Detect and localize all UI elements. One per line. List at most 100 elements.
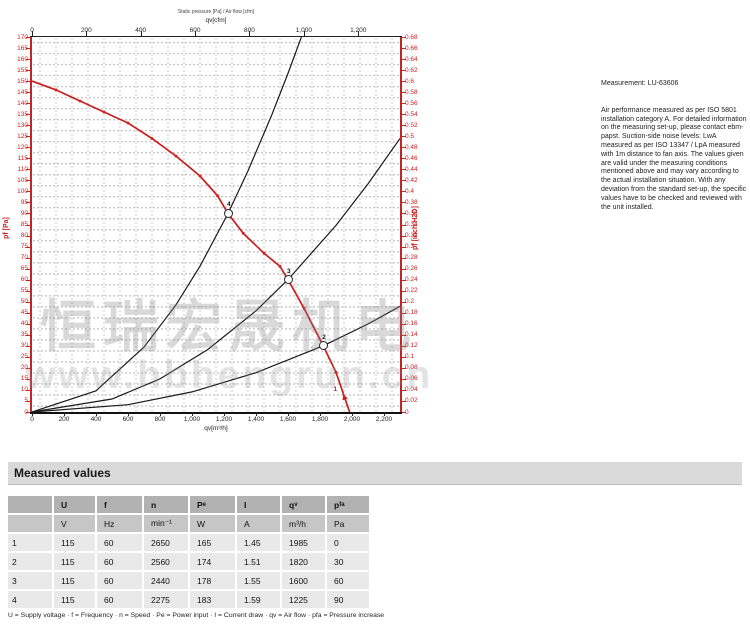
bottom-axis-line [30, 412, 402, 414]
table-value-cell: 115 [54, 553, 95, 570]
y-left-tick [26, 279, 30, 281]
y-right-tick-label: 0.18 [405, 309, 418, 317]
y-left-tick-label: 10 [20, 386, 28, 394]
y-left-tick-label: 95 [20, 198, 28, 206]
y-left-tick [26, 213, 30, 215]
y-left-tick [26, 389, 30, 391]
table-unit-cell: V [54, 515, 95, 532]
y-left-tick-label: 135 [17, 110, 28, 118]
fan-curve-point [241, 232, 245, 235]
y-left-tick [26, 191, 30, 193]
y-right-tick [402, 356, 406, 358]
table-footnote: U = Supply voltage · f = Frequency · n =… [8, 612, 385, 619]
y-left-tick-label: 30 [20, 342, 28, 350]
operating-point-marker [283, 275, 293, 285]
table-value-cell: 0 [327, 534, 369, 551]
table-value-cell: 1.59 [237, 591, 280, 608]
y-left-tick [26, 136, 30, 138]
x-bottom-tick-label: 0 [30, 416, 34, 423]
y-left-tick-label: 40 [20, 320, 28, 328]
table-value-cell: 115 [54, 591, 95, 608]
x-top-tick-label: 1,200 [350, 27, 366, 34]
x-top-tick [86, 31, 88, 36]
fan-curve-point [54, 88, 58, 92]
y-right-tick [402, 334, 406, 336]
x-top-tick-label: 800 [244, 27, 255, 34]
y-left-tick [26, 180, 30, 182]
table-value-cell: 1.55 [237, 572, 280, 589]
table-header-cell: n [144, 496, 188, 513]
y-right-tick [402, 92, 406, 94]
y-right-tick [402, 400, 406, 402]
y-right-tick [402, 246, 406, 248]
y-left-tick-label: 115 [17, 154, 28, 162]
y-right-tick [402, 279, 406, 281]
y-left-tick [26, 290, 30, 292]
measurement-id: Measurement: LU-63606 [601, 80, 679, 87]
y-left-tick [26, 92, 30, 94]
y-left-tick [26, 202, 30, 204]
y-left-tick [26, 114, 30, 116]
x-bottom-tick-label: 1,400 [247, 416, 265, 423]
y-left-tick [26, 356, 30, 358]
y-left-tick [26, 37, 30, 38]
y-right-tick [402, 301, 406, 303]
x-bottom-tick-label: 400 [90, 416, 102, 423]
y-right-tick-label: 0.68 [405, 33, 418, 41]
table-header-cell: I [237, 496, 280, 513]
y-right-tick [402, 59, 406, 61]
y-right-tick [402, 290, 406, 292]
y-right-tick [402, 345, 406, 347]
table-value-cell: 115 [54, 534, 95, 551]
y-right-tick [402, 378, 406, 380]
y-left-tick-label: 100 [17, 187, 28, 195]
x-bottom-tick [64, 412, 65, 416]
y-left-tick-label: 50 [20, 298, 28, 306]
y-left-tick [26, 48, 30, 50]
y-right-tick-label: 0.38 [405, 198, 418, 206]
y-right-tick-label: 0.1 [405, 353, 415, 361]
y-left-tick [26, 400, 30, 402]
table-row-number: 3 [8, 572, 52, 589]
table-value-cell: 174 [190, 553, 235, 570]
table-unit-cell: Pa [327, 515, 369, 532]
y-left-tick [26, 334, 30, 336]
table-unit-cell: Hz [97, 515, 142, 532]
y-right-tick [402, 180, 406, 182]
x-bottom-tick [256, 412, 257, 416]
y-right-tick-label: 0.48 [405, 143, 418, 151]
x-bottom-tick-label: 1,200 [215, 416, 233, 423]
y-right-tick [402, 169, 406, 171]
x-top-tick [358, 31, 360, 36]
y-right-tick [402, 48, 406, 50]
y-right-tick-label: 0.06 [405, 375, 418, 383]
x-bottom-tick-label: 1,000 [183, 416, 201, 423]
y-right-tick-label: 0.46 [405, 154, 418, 162]
table-value-cell: 2275 [144, 591, 188, 608]
y-left-tick [26, 412, 30, 413]
table-value-cell: 1600 [282, 572, 325, 589]
y-left-tick [26, 367, 30, 369]
y-right-tick [402, 158, 406, 160]
y-right-tick-label: 0.5 [405, 132, 415, 140]
y-right-tick [402, 213, 406, 215]
y-left-tick-label: 145 [17, 88, 28, 96]
curves-svg [32, 37, 400, 412]
y-left-tick-label: 110 [17, 165, 28, 173]
fan-curve-point [126, 121, 130, 125]
y-left-tick [26, 301, 30, 303]
table-value-cell: 60 [97, 591, 142, 608]
x-bottom-tick-label: 1,600 [279, 416, 297, 423]
y-right-tick-label: 0.6 [405, 77, 415, 85]
fan-curve-point [334, 371, 338, 374]
fan-curve-point [216, 194, 219, 198]
x-bottom-tick [320, 412, 321, 416]
y-right-tick-label: 0.04 [405, 386, 418, 394]
x-bottom-tick [192, 412, 193, 416]
x-bottom-tick-label: 2,200 [375, 416, 393, 423]
table-value-cell: 1.51 [237, 553, 280, 570]
x-bottom-tick [128, 412, 129, 416]
